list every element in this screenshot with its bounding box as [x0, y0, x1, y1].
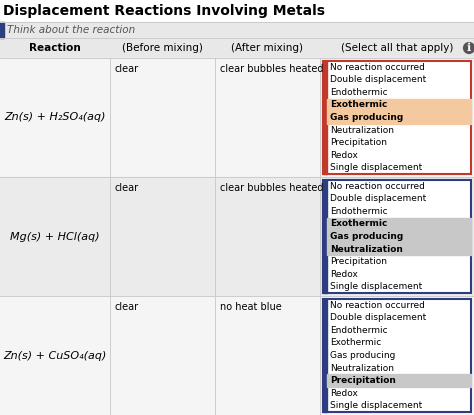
- Bar: [0, 22, 474, 38]
- Bar: [327, 230, 471, 243]
- Text: clear bubbles heated: clear bubbles heated: [220, 183, 323, 193]
- Text: (After mixing): (After mixing): [231, 43, 303, 53]
- Text: ℹ: ℹ: [467, 43, 471, 53]
- Text: Precipitation: Precipitation: [330, 257, 387, 266]
- Text: Neutralization: Neutralization: [330, 126, 394, 134]
- Bar: [0, 177, 474, 296]
- Text: Think about the reaction: Think about the reaction: [7, 25, 135, 35]
- Text: Redox: Redox: [330, 389, 358, 398]
- Text: no heat blue: no heat blue: [220, 302, 282, 312]
- Bar: [0, 58, 474, 177]
- Bar: [323, 180, 471, 293]
- Bar: [0, 0, 474, 22]
- Text: Redox: Redox: [330, 151, 358, 160]
- Bar: [327, 111, 471, 124]
- Text: Endothermic: Endothermic: [330, 88, 388, 97]
- Text: clear: clear: [115, 302, 139, 312]
- Text: Gas producing: Gas producing: [330, 232, 403, 241]
- Bar: [323, 61, 327, 174]
- Bar: [327, 243, 471, 255]
- Text: No reaction occurred: No reaction occurred: [330, 63, 425, 72]
- Text: clear: clear: [115, 183, 139, 193]
- Text: Exothermic: Exothermic: [330, 220, 387, 228]
- Text: Double displacement: Double displacement: [330, 313, 426, 322]
- Text: clear: clear: [115, 64, 139, 74]
- Text: Neutralization: Neutralization: [330, 364, 394, 373]
- Text: Exothermic: Exothermic: [330, 339, 381, 347]
- Bar: [323, 61, 471, 174]
- Text: Endothermic: Endothermic: [330, 326, 388, 335]
- Text: Gas producing: Gas producing: [330, 113, 403, 122]
- Text: Precipitation: Precipitation: [330, 138, 387, 147]
- Text: Single displacement: Single displacement: [330, 282, 422, 291]
- Bar: [0, 38, 474, 58]
- Text: Gas producing: Gas producing: [330, 351, 395, 360]
- Text: Endothermic: Endothermic: [330, 207, 388, 216]
- Bar: [327, 374, 471, 387]
- Text: Double displacement: Double displacement: [330, 194, 426, 203]
- Text: Precipitation: Precipitation: [330, 376, 396, 385]
- Bar: [0, 22, 4, 38]
- Bar: [323, 299, 471, 412]
- Bar: [323, 299, 327, 412]
- Text: Displacement Reactions Involving Metals: Displacement Reactions Involving Metals: [3, 4, 325, 18]
- Bar: [327, 217, 471, 230]
- Bar: [323, 180, 327, 293]
- Text: Neutralization: Neutralization: [330, 244, 403, 254]
- Text: Single displacement: Single displacement: [330, 401, 422, 410]
- Text: Zn(s) + CuSO₄(aq): Zn(s) + CuSO₄(aq): [3, 351, 107, 361]
- Text: (Select all that apply): (Select all that apply): [341, 43, 453, 53]
- Text: Zn(s) + H₂SO₄(aq): Zn(s) + H₂SO₄(aq): [4, 112, 106, 122]
- Text: Single displacement: Single displacement: [330, 163, 422, 172]
- Text: clear bubbles heated: clear bubbles heated: [220, 64, 323, 74]
- Bar: [0, 296, 474, 415]
- Text: No reaction occurred: No reaction occurred: [330, 301, 425, 310]
- Text: Exothermic: Exothermic: [330, 100, 387, 110]
- Text: (Before mixing): (Before mixing): [122, 43, 203, 53]
- Text: Mg(s) + HCl(aq): Mg(s) + HCl(aq): [10, 232, 100, 242]
- Bar: [327, 99, 471, 111]
- Text: Double displacement: Double displacement: [330, 76, 426, 84]
- Text: No reaction occurred: No reaction occurred: [330, 182, 425, 191]
- Text: Redox: Redox: [330, 270, 358, 278]
- Text: Reaction: Reaction: [29, 43, 81, 53]
